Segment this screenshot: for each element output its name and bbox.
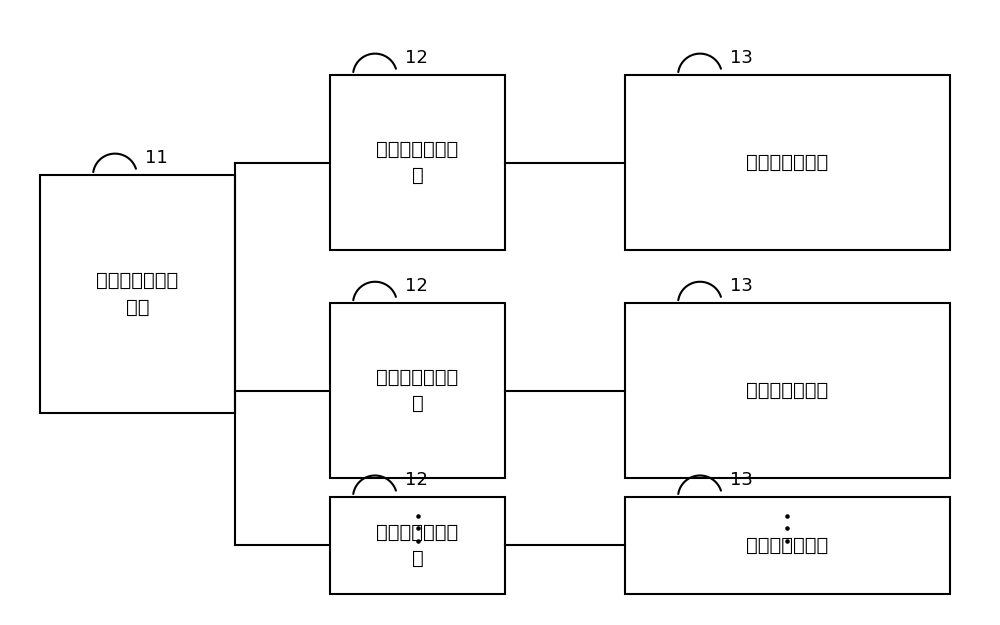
- Text: 客户边缘路由器: 客户边缘路由器: [746, 381, 829, 400]
- Text: 13: 13: [730, 277, 753, 295]
- Text: 12: 12: [405, 49, 428, 67]
- Text: 供应商边缘路由
器: 供应商边缘路由 器: [376, 368, 459, 413]
- FancyBboxPatch shape: [330, 303, 505, 478]
- FancyBboxPatch shape: [330, 497, 505, 594]
- Text: 供应商边缘路由
器: 供应商边缘路由 器: [376, 140, 459, 185]
- Text: 12: 12: [405, 471, 428, 489]
- Text: 供应商边缘路由
器: 供应商边缘路由 器: [376, 522, 459, 568]
- FancyBboxPatch shape: [330, 75, 505, 250]
- Text: 客户边缘路由器: 客户边缘路由器: [746, 153, 829, 172]
- FancyBboxPatch shape: [40, 175, 235, 412]
- FancyBboxPatch shape: [625, 303, 950, 478]
- FancyBboxPatch shape: [625, 497, 950, 594]
- Text: 13: 13: [730, 471, 753, 489]
- Text: 11: 11: [145, 149, 168, 167]
- Text: 骨干网集中控制
装置: 骨干网集中控制 装置: [96, 271, 179, 316]
- Text: 13: 13: [730, 49, 753, 67]
- Text: 客户边缘路由器: 客户边缘路由器: [746, 536, 829, 555]
- FancyBboxPatch shape: [625, 75, 950, 250]
- Text: 12: 12: [405, 277, 428, 295]
